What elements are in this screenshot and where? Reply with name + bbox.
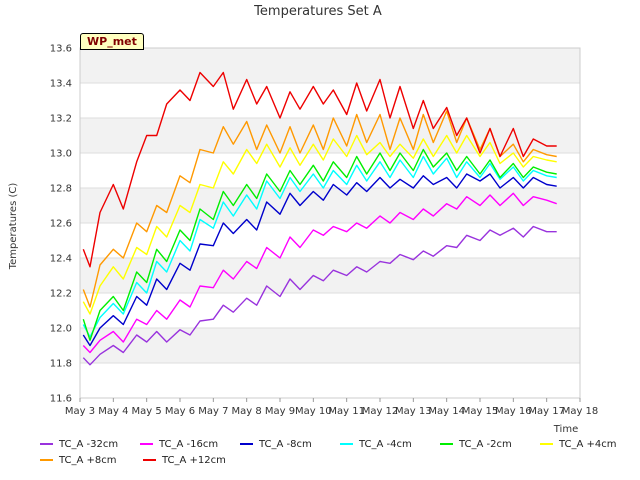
legend-label: TC_A +8cm (59, 454, 117, 466)
y-axis-ticks: 11.6 11.8 12.0 12.2 12.4 12.6 12.8 13.0 13.2 13.4… (50, 44, 72, 405)
x-tick-label: May 12 (362, 406, 399, 417)
legend-label: TC_A -4cm (359, 438, 412, 450)
y-tick-label: 12.2 (50, 289, 72, 300)
x-tick-label: May 8 (232, 406, 262, 417)
y-tick-label: 11.8 (50, 359, 72, 370)
x-tick-label: May 7 (198, 406, 228, 417)
gridlines (80, 47, 580, 399)
legend-swatch (340, 443, 353, 445)
x-axis-ticks: May 3 May 4 May 5 May 6 May 7 May 8 May 9 May 1… (65, 398, 598, 417)
series-line-tc-a-4cm (82, 134, 557, 315)
y-axis-label: Temperatures (C) (8, 183, 19, 271)
plot-area (79, 47, 581, 399)
series-line-tc-a-2cm (82, 148, 557, 341)
x-tick-label: May 6 (165, 406, 195, 417)
x-tick-label: May 10 (295, 406, 332, 417)
x-tick-label: May 3 (65, 406, 95, 417)
x-tick-label: May 14 (428, 406, 465, 417)
legend-label: TC_A -16cm (159, 438, 219, 450)
series-lines (82, 71, 557, 366)
y-tick-label: 13.0 (50, 149, 72, 160)
x-tick-label: May 4 (98, 406, 128, 417)
legend-swatch (40, 443, 53, 445)
legend-item: TC_A -8cm (240, 439, 340, 450)
legend-label: TC_A -32cm (59, 438, 119, 450)
grid-band (80, 48, 580, 83)
y-tick-label: 13.4 (50, 79, 72, 90)
legend-label: TC_A +12cm (162, 454, 226, 466)
series-line-tc-a-12cm (82, 71, 557, 268)
legend-item: TC_A -32cm (40, 439, 140, 450)
series-line-tc-a-32cm (82, 225, 557, 366)
series-line-tc-a-16cm (82, 192, 557, 354)
y-tick-label: 12.0 (50, 324, 72, 335)
x-tick-label: May 5 (132, 406, 162, 417)
x-tick-label: May 15 (462, 406, 499, 417)
legend-swatch (240, 443, 253, 445)
y-tick-label: 12.8 (50, 184, 72, 195)
x-tick-label: May 18 (562, 406, 599, 417)
station-badge: WP_met (80, 33, 144, 50)
x-tick-label: May 9 (265, 406, 295, 417)
y-tick-label: 13.6 (50, 44, 72, 55)
legend-item: TC_A -2cm (440, 439, 540, 450)
y-tick-label: 13.2 (50, 114, 72, 125)
x-tick-label: May 11 (328, 406, 365, 417)
series-line-tc-a-8cm (82, 110, 557, 308)
legend-swatch (540, 443, 553, 445)
series-line-tc-a-4cm (82, 155, 557, 338)
y-tick-label: 12.6 (50, 219, 72, 230)
legend-item: TC_A -16cm (140, 439, 240, 450)
legend-label: TC_A +4cm (559, 438, 617, 450)
y-tick-label: 11.6 (50, 394, 72, 405)
legend-swatch (140, 443, 153, 445)
legend-row: TC_A -32cm TC_A -16cm TC_A -8cm TC_A -4cm TC… (40, 436, 640, 452)
series-line-tc-a-8cm (82, 173, 557, 347)
legend-item: TC_A +12cm (143, 455, 246, 466)
legend-swatch (143, 459, 156, 461)
legend-swatch (440, 443, 453, 445)
x-axis-label: Time (553, 424, 578, 435)
legend-row: TC_A +8cm TC_A +12cm (40, 452, 640, 468)
legend-item: TC_A +8cm (40, 455, 143, 466)
legend-label: TC_A -2cm (459, 438, 512, 450)
legend-label: TC_A -8cm (259, 438, 312, 450)
legend-item: TC_A -4cm (340, 439, 440, 450)
x-tick-label: May 13 (395, 406, 432, 417)
legend-item: TC_A +4cm (540, 439, 640, 450)
chart-title: Temperatures Set A (253, 4, 382, 19)
grid-band (80, 328, 580, 363)
x-tick-label: May 16 (495, 406, 532, 417)
legend-swatch (40, 459, 53, 461)
legend: TC_A -32cm TC_A -16cm TC_A -8cm TC_A -4cm TC… (40, 436, 640, 468)
grid-band (80, 188, 580, 223)
x-tick-label: May 17 (528, 406, 565, 417)
y-tick-label: 12.4 (50, 254, 72, 265)
grid-band (80, 258, 580, 293)
